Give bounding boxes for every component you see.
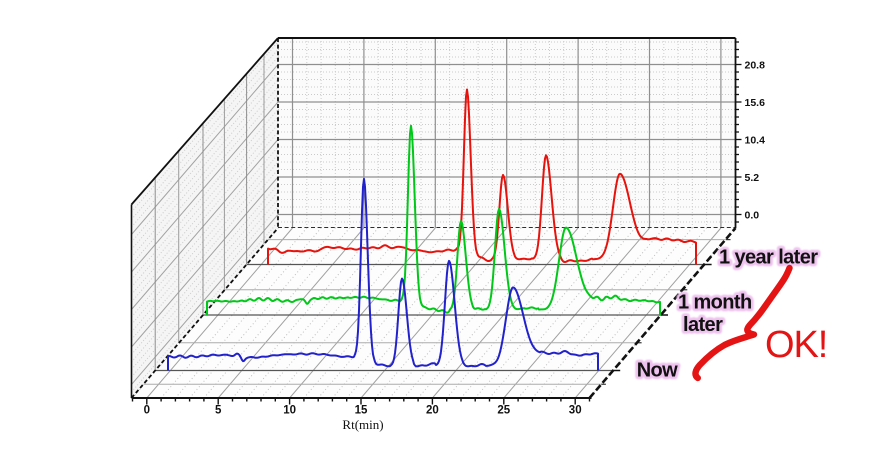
svg-text:15: 15 — [355, 405, 368, 417]
svg-text:5.2: 5.2 — [745, 172, 760, 184]
svg-text:0.0: 0.0 — [745, 209, 760, 221]
svg-text:15.6: 15.6 — [745, 97, 766, 109]
svg-text:OK!: OK! — [765, 324, 827, 366]
svg-text:Now: Now — [637, 359, 678, 381]
svg-text:1 month: 1 month — [678, 292, 752, 314]
svg-text:20.8: 20.8 — [745, 59, 766, 71]
svg-text:25: 25 — [497, 405, 510, 417]
svg-text:Rt(min): Rt(min) — [342, 417, 383, 432]
svg-text:Now: Now — [637, 359, 678, 381]
svg-text:1 year later: 1 year later — [719, 247, 818, 269]
svg-text:20: 20 — [426, 405, 439, 417]
svg-text:5: 5 — [215, 405, 222, 417]
svg-text:later: later — [683, 314, 723, 336]
svg-text:10: 10 — [283, 405, 296, 417]
svg-text:30: 30 — [569, 405, 582, 417]
svg-text:1 year later: 1 year later — [719, 247, 818, 269]
svg-text:0: 0 — [144, 405, 150, 417]
svg-text:10.4: 10.4 — [745, 134, 766, 146]
svg-text:later: later — [683, 314, 723, 336]
svg-text:1 month: 1 month — [678, 292, 752, 314]
